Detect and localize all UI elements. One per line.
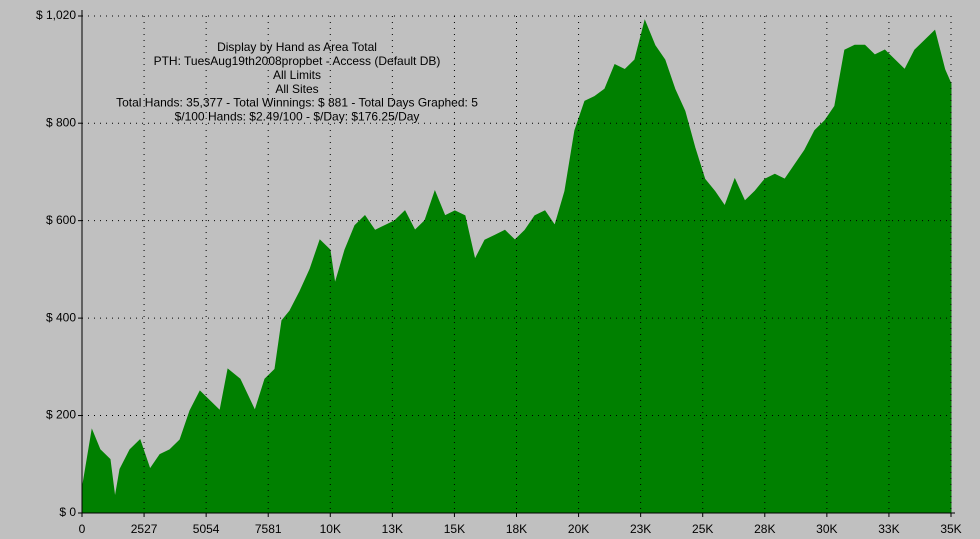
x-tick-label: 5054 — [193, 522, 220, 536]
area — [81, 19, 952, 514]
x-tick-label: 18K — [506, 522, 527, 536]
subtitle-line: All Sites — [275, 82, 318, 96]
subtitle-line: PTH: TuesAug19th2008propbet - Access (De… — [154, 54, 441, 68]
x-tick-label: 13K — [382, 522, 403, 536]
x-tick-label: 15K — [444, 522, 465, 536]
y-tick-label: $ 400 — [46, 310, 76, 324]
y-tick-label: $ 200 — [46, 408, 76, 422]
subtitle-line: Total Hands: 35,377 - Total Winnings: $ … — [116, 96, 478, 110]
y-tick-label: $ 600 — [46, 213, 76, 227]
chart-title: Display by Hand as Area Total — [217, 40, 377, 54]
x-tick-label: 20K — [568, 522, 589, 536]
x-tick-label: 7581 — [255, 522, 282, 536]
y-tick-label: $ 800 — [46, 115, 76, 129]
x-tick-label: 23K — [630, 522, 651, 536]
subtitle-line: All Limits — [273, 68, 321, 82]
x-tick-label: 35K — [940, 522, 961, 536]
x-tick-label: 2527 — [131, 522, 158, 536]
x-tick-label: 30K — [816, 522, 837, 536]
subtitle-line: $/100 Hands: $2.49/100 - $/Day: $176.25/… — [175, 109, 420, 123]
x-tick-label: 10K — [320, 522, 341, 536]
y-tick-label: $ 0 — [59, 505, 76, 519]
x-tick-label: 0 — [79, 522, 86, 536]
x-tick-label: 25K — [692, 522, 713, 536]
y-tick-label: $ 1,020 — [36, 8, 76, 22]
x-tick-label: 33K — [878, 522, 899, 536]
x-tick-label: 28K — [754, 522, 775, 536]
